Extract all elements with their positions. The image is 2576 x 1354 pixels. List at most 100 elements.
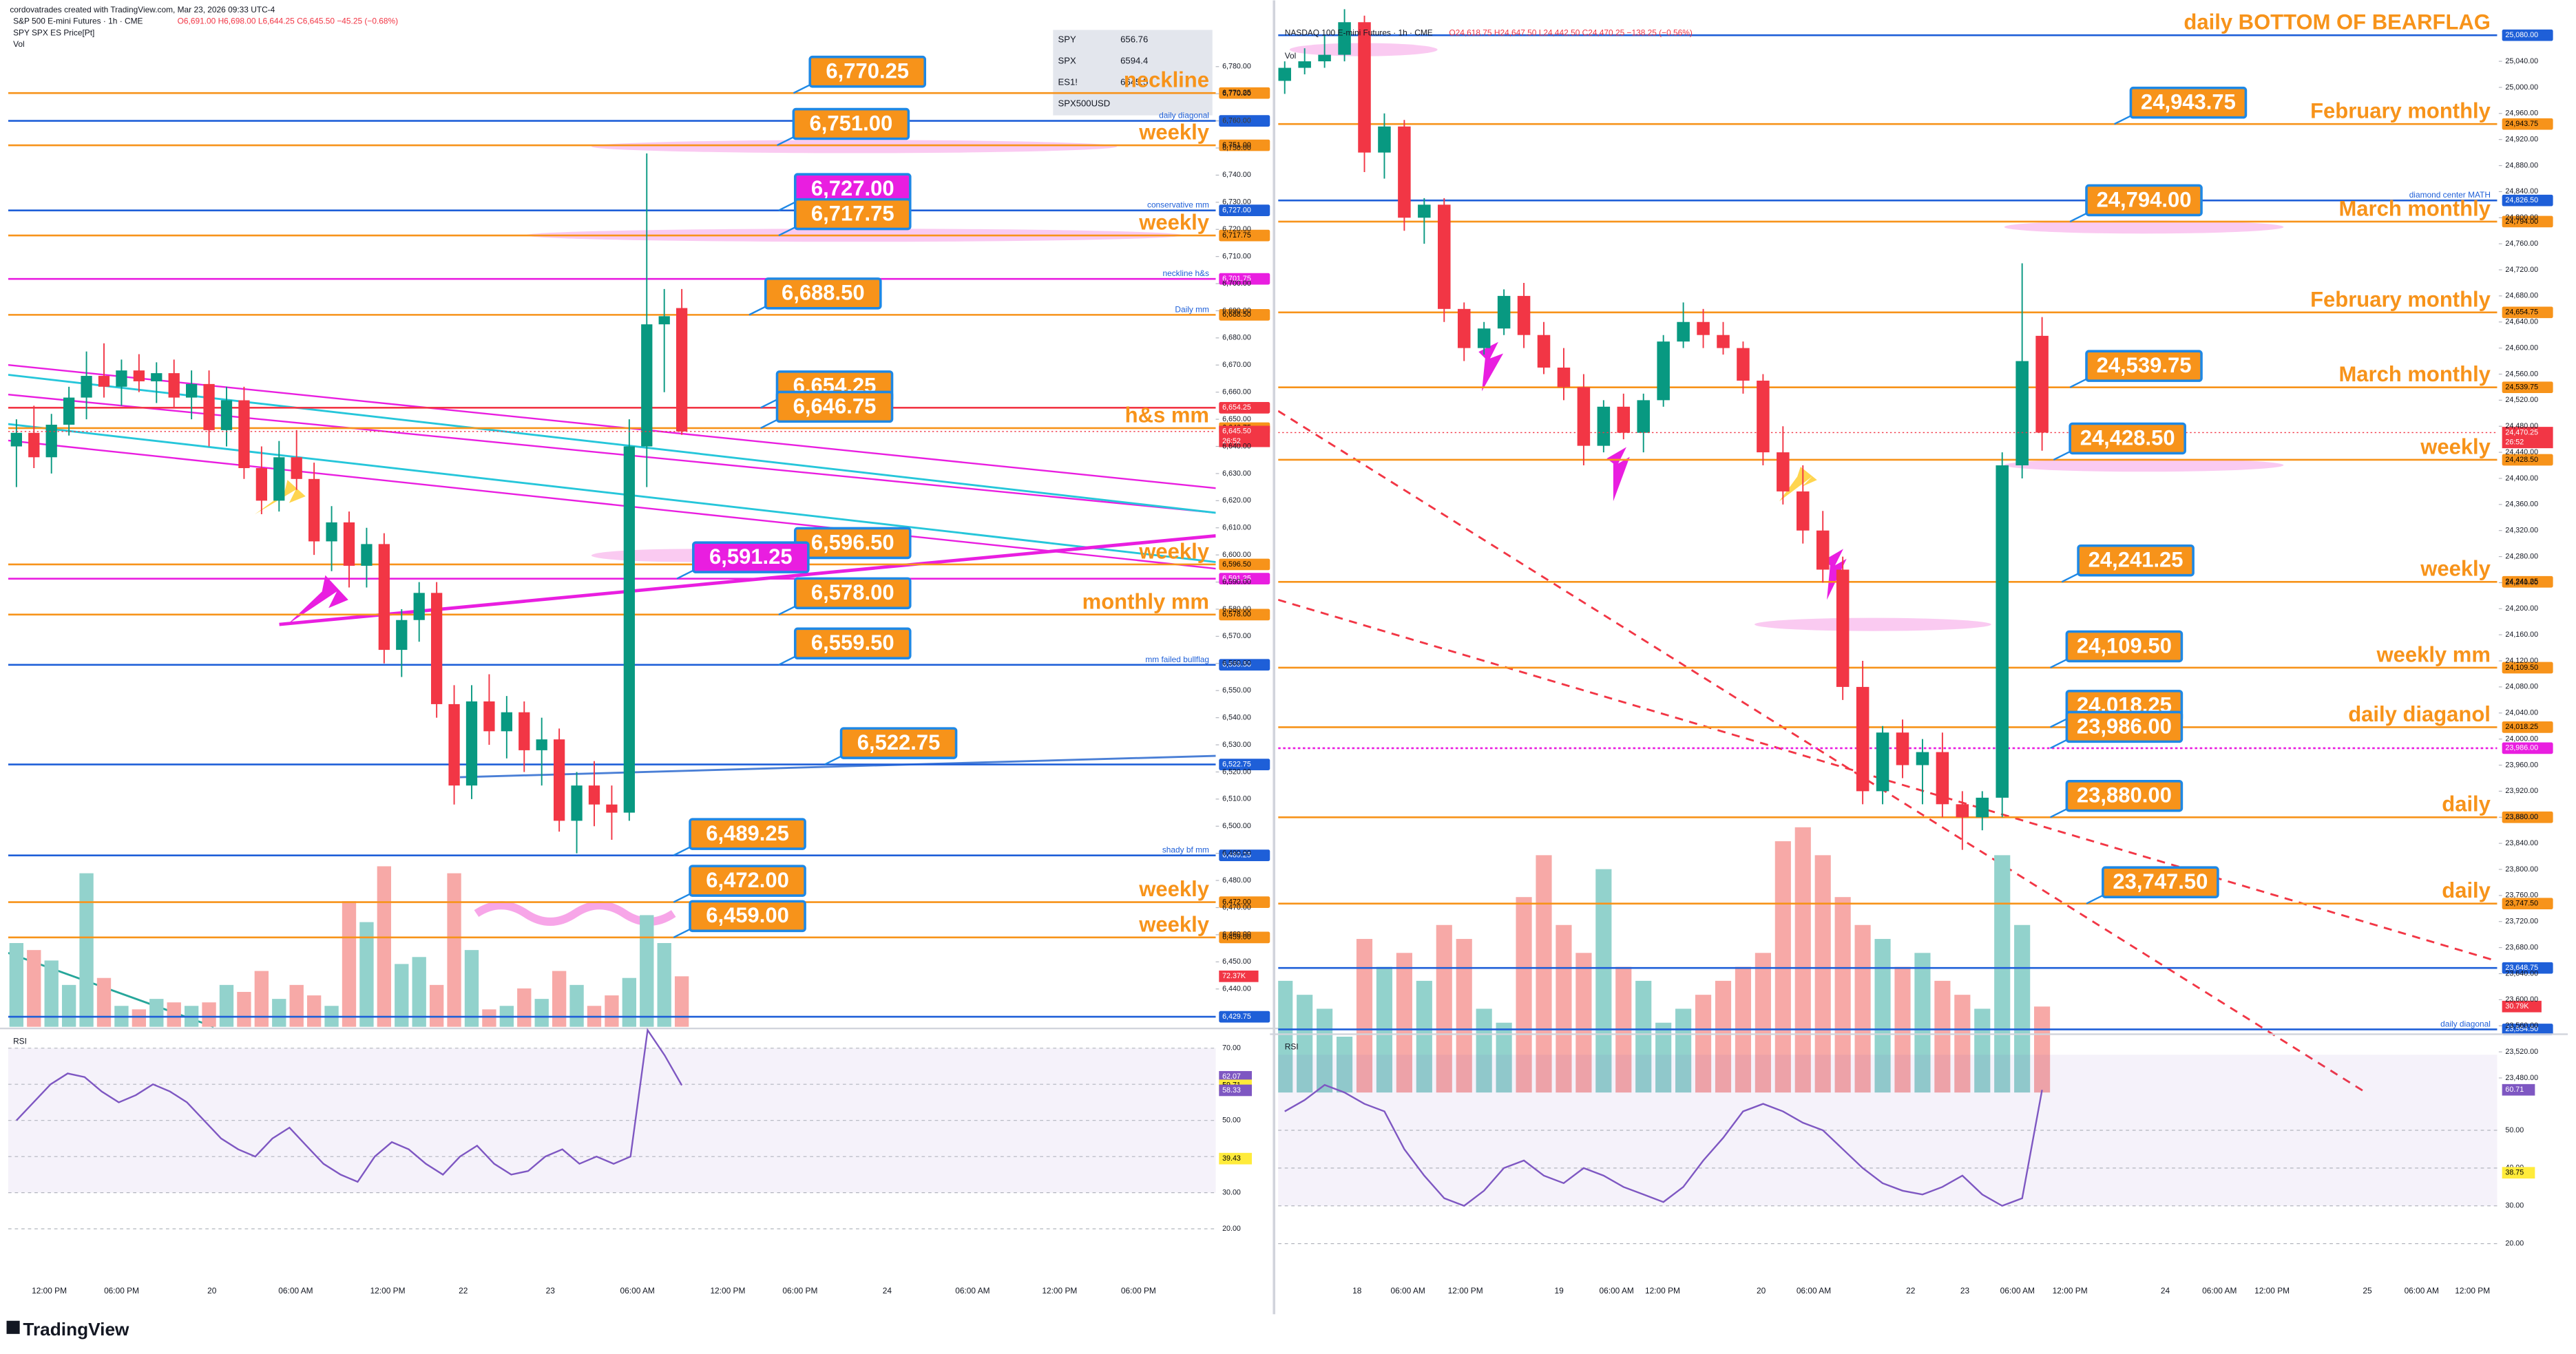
volume-bar <box>1934 980 1951 1093</box>
price-badge-label: 6,489.25 <box>1222 851 1251 859</box>
volume-bar <box>1914 953 1931 1093</box>
arrow <box>1478 341 1504 392</box>
candle-body <box>658 316 670 325</box>
callout-label: 6,688.50 <box>782 281 865 305</box>
price-badge-label: 6,688.50 <box>1222 310 1251 319</box>
x-tick-label: 12:00 PM <box>710 1286 745 1295</box>
callout-label: 6,727.00 <box>811 176 894 200</box>
candle-body <box>1916 752 1929 765</box>
y-tick-label: 24,160.00 <box>2505 631 2538 639</box>
y-tick-label: 6,730.00 <box>1222 198 1251 207</box>
countdown: 26:52 <box>2505 438 2524 447</box>
candle-body <box>1557 368 1571 388</box>
y-tick-label: 6,600.00 <box>1222 551 1251 559</box>
x-tick-label: 25 <box>2363 1286 2372 1295</box>
candle-body <box>1537 335 1551 368</box>
candle-body <box>343 522 355 566</box>
table-cell: 656.76 <box>1120 34 1148 44</box>
price-badge-label: 23,554.50 <box>2505 1025 2538 1033</box>
volume-bar <box>552 971 567 1027</box>
price-badge <box>2502 306 2553 319</box>
rsi-line <box>15 1028 683 1183</box>
level-note: weekly mm <box>2376 642 2490 666</box>
rsi-title: RSI <box>13 1036 27 1046</box>
callout-pointer <box>2061 573 2079 583</box>
y-tick-label: 6,520.00 <box>1222 768 1251 776</box>
callout-label: 6,578.00 <box>811 580 894 604</box>
y-tick-label: 23,720.00 <box>2505 918 2538 926</box>
x-tick-label: 06:00 PM <box>782 1286 817 1295</box>
volume-bar <box>1496 1022 1512 1093</box>
credit: cordovatrades created with TradingView.c… <box>10 5 275 14</box>
y-tick-label: 24,680.00 <box>2505 292 2538 300</box>
price-badge <box>2502 742 2553 754</box>
y-tick-label: 6,770.00 <box>1222 89 1251 98</box>
callout-box <box>808 55 927 88</box>
callout-label: 6,472.00 <box>706 868 789 892</box>
callout-box <box>793 577 912 610</box>
y-tick-label: 24,880.00 <box>2505 161 2538 169</box>
table-cell: ES1! <box>1058 76 1077 87</box>
chart-pane <box>1278 9 2498 1093</box>
rsi-title: RSI <box>1285 1042 1299 1052</box>
y-tick-label: 6,750.00 <box>1222 144 1251 152</box>
callout-box <box>775 390 894 423</box>
volume-bar <box>517 988 532 1027</box>
price-badge <box>2502 575 2553 588</box>
callout-label: 24,241.25 <box>2088 548 2184 572</box>
level-note: mm failed bullflag <box>1145 655 1209 664</box>
callout-label: 24,943.75 <box>2141 90 2236 114</box>
y-tick-label: 6,710.00 <box>1222 252 1251 260</box>
volume-bar <box>1536 855 1552 1093</box>
candle-body <box>676 308 688 432</box>
chart-overlay: neckline 6,770.25 6,770.25 daily diagonal 6,… <box>673 55 1270 1023</box>
rsi-badge-label: 62.07 <box>1222 1072 1241 1081</box>
x-tick-label: 20 <box>207 1286 217 1295</box>
candle-body <box>1438 204 1451 309</box>
volume-bar <box>96 977 112 1027</box>
callout-box <box>793 627 912 660</box>
trendline <box>1278 598 2498 962</box>
rsi-tick-label: 20.00 <box>1222 1225 1241 1233</box>
level-note: weekly <box>1138 912 1209 936</box>
callout-pointer <box>778 226 796 237</box>
y-tick-label: 24,240.00 <box>2505 578 2538 586</box>
x-tick-label: 12:00 PM <box>370 1286 406 1295</box>
y-tick-label: 24,200.00 <box>2505 604 2538 613</box>
callout-box <box>2065 710 2184 743</box>
callout-label: 6,770.25 <box>826 59 909 83</box>
x-tick-label: 12:00 PM <box>2254 1286 2290 1295</box>
price-badge <box>2502 381 2553 394</box>
volume-bar <box>657 943 671 1027</box>
volume-bar <box>1755 953 1771 1093</box>
price-badge-label: 24,539.75 <box>2505 383 2538 391</box>
price-badge-label: 24,241.25 <box>2505 578 2538 586</box>
callout-box <box>2069 422 2186 455</box>
candle-body <box>378 544 390 650</box>
callout-label: 24,794.00 <box>2097 187 2192 211</box>
price-badge <box>1219 558 1270 571</box>
rsi-badge-label: 39.43 <box>1222 1154 1241 1163</box>
price-badge <box>2502 29 2553 41</box>
y-tick-label: 24,120.00 <box>2505 657 2538 665</box>
callout-pointer <box>2049 718 2067 728</box>
candle-body <box>1996 465 2009 798</box>
level-note: monthly mm <box>1082 589 1209 613</box>
candle-body <box>623 446 635 813</box>
candle-body <box>10 432 22 447</box>
candle-body <box>1677 321 1690 342</box>
callout-box <box>792 107 910 140</box>
y-tick-label: 24,440.00 <box>2505 448 2538 456</box>
price-badge <box>2502 898 2553 910</box>
callout-pointer <box>760 399 778 409</box>
volume-bar <box>1595 869 1612 1093</box>
candle-body <box>536 739 547 750</box>
y-tick-label: 25,040.00 <box>2505 57 2538 65</box>
volume-bar <box>464 950 479 1027</box>
volume-bar <box>306 995 322 1027</box>
rsi-tick-label: 50.00 <box>2505 1126 2524 1134</box>
y-tick-label: 24,400.00 <box>2505 474 2538 483</box>
candle-body <box>641 324 653 447</box>
